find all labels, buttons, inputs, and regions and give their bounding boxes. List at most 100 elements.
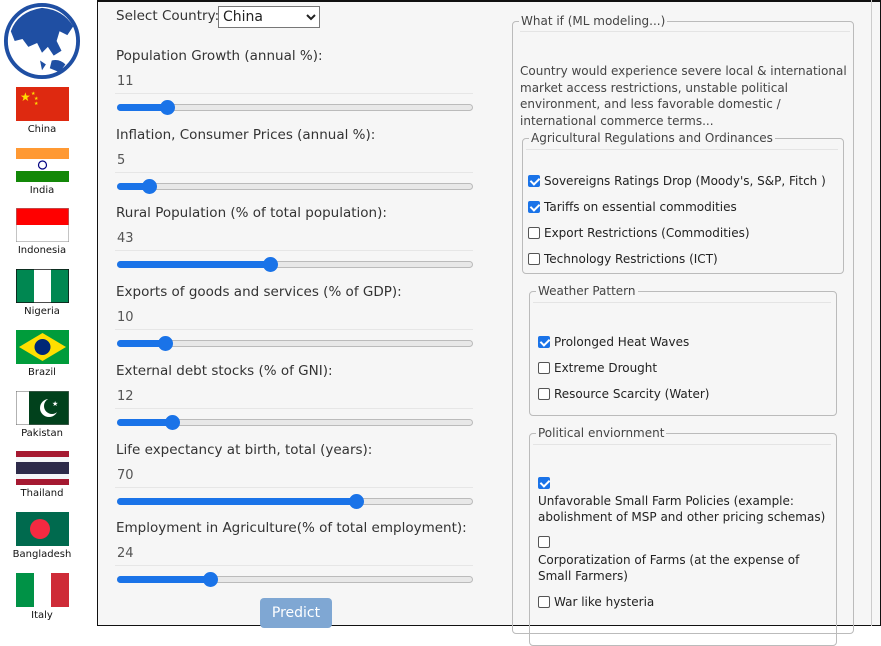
slider-box (115, 329, 473, 353)
slider-5[interactable] (117, 493, 473, 509)
checkbox-item[interactable]: Tariffs on essential commodities (528, 200, 828, 214)
country-select[interactable]: China (218, 6, 320, 28)
checkbox[interactable] (528, 253, 540, 265)
india-flag-icon (15, 147, 69, 182)
checkbox[interactable] (538, 596, 550, 608)
slider-label: Employment in Agriculture(% of total emp… (116, 520, 467, 537)
svg-text:★: ★ (34, 101, 39, 107)
country-indonesia[interactable]: Indonesia (0, 208, 84, 256)
country-name: Brazil (28, 366, 56, 378)
country-name: Bangladesh (12, 548, 72, 560)
checkbox-label: Sovereigns Ratings Drop (Moody's, S&P, F… (544, 174, 826, 188)
slider-box (115, 171, 473, 196)
country-name: Pakistan (21, 427, 63, 439)
slider-box (115, 565, 473, 589)
checkbox-item[interactable]: Export Restrictions (Commodities) (528, 226, 828, 240)
china-flag-icon: ★ ★ ★ ★ (15, 87, 69, 121)
slider-value: 5 (117, 152, 126, 168)
slider-value: 43 (117, 231, 134, 247)
country-bangladesh[interactable]: Bangladesh (0, 511, 84, 560)
checkbox[interactable] (538, 536, 550, 548)
slider-box (115, 250, 473, 274)
country-italy[interactable]: Italy (0, 572, 84, 621)
select-country-label: Select Country: (116, 8, 220, 24)
slider-value: 12 (117, 388, 134, 404)
checkbox-label: War like hysteria (554, 595, 655, 609)
checkbox[interactable] (528, 201, 540, 213)
checkbox[interactable] (538, 362, 550, 374)
brazil-flag-icon (15, 329, 69, 364)
checkbox[interactable] (528, 175, 540, 187)
slider-label: Life expectancy at birth, total (years): (116, 441, 373, 458)
slider-3[interactable] (117, 336, 473, 352)
checkbox-label: Export Restrictions (Commodities) (544, 226, 750, 240)
group-legend: Weather Pattern (538, 284, 636, 298)
country-name: Thailand (20, 488, 64, 500)
slider-label: Population Growth (annual %): (116, 48, 323, 64)
checkbox[interactable] (538, 477, 550, 489)
svg-text:★: ★ (34, 96, 39, 102)
country-nigeria[interactable]: Nigeria (0, 269, 84, 317)
what-if-description: Country would experience severe local & … (520, 64, 847, 128)
checkbox-label: Technology Restrictions (ICT) (544, 252, 718, 266)
thailand-flag-icon (15, 451, 69, 486)
country-name: India (29, 184, 55, 196)
checkbox-label: Prolonged Heat Waves (554, 335, 690, 349)
checkbox-item[interactable]: Prolonged Heat Waves (538, 335, 828, 349)
checkbox-label: Extreme Drought (554, 361, 658, 375)
country-pakistan[interactable]: ★ Pakistan (0, 390, 84, 439)
main-panel: Select Country: China Population Growth … (97, 0, 881, 646)
svg-text:★: ★ (52, 400, 58, 408)
bangladesh-flag-icon (15, 511, 69, 546)
checkbox-item[interactable]: Extreme Drought (538, 361, 828, 375)
checkbox-item[interactable]: Corporatization of Farms (at the expense… (538, 535, 828, 584)
slider-box (115, 407, 473, 432)
country-name: Italy (31, 609, 53, 621)
slider-4[interactable] (117, 414, 473, 430)
country-china[interactable]: ★ ★ ★ ★ China (0, 87, 84, 135)
globe-logo-icon (3, 2, 81, 80)
slider-value: 24 (117, 546, 134, 562)
checkbox-label: Tariffs on essential commodities (544, 200, 737, 214)
what-if-legend: What if (ML modeling...) (521, 14, 666, 28)
checkbox-label: Corporatization of Farms (at the expense… (538, 553, 800, 583)
slider-label: Inflation, Consumer Prices (annual %): (116, 126, 376, 143)
slider-box (115, 93, 473, 117)
slider-label: Rural Population (% of total population)… (116, 205, 387, 222)
slider-1[interactable] (117, 178, 473, 194)
checkbox-label: Unfavorable Small Farm Policies (example… (538, 494, 826, 524)
italy-flag-icon (15, 572, 69, 607)
checkbox[interactable] (528, 227, 540, 239)
slider-0[interactable] (117, 100, 473, 115)
country-thailand[interactable]: Thailand (0, 451, 84, 499)
slider-value: 11 (117, 74, 134, 89)
slider-value: 10 (117, 310, 134, 326)
checkbox-item[interactable]: Sovereigns Ratings Drop (Moody's, S&P, F… (528, 174, 828, 188)
country-name: China (27, 124, 57, 135)
group-fieldset: Agricultural Regulations and Ordinances (522, 131, 844, 274)
pakistan-flag-icon: ★ (15, 390, 69, 425)
slider-6[interactable] (117, 572, 473, 588)
group-legend: Political enviornment (538, 426, 665, 440)
group-legend: Agricultural Regulations and Ordinances (531, 131, 773, 145)
country-sidebar: ★ ★ ★ ★ China India Indonesia Nigeria Brazil ★ Pak… (0, 0, 90, 631)
slider-value: 70 (117, 467, 134, 483)
slider-2[interactable] (117, 257, 473, 273)
predict-button[interactable]: Predict (260, 598, 332, 628)
indonesia-flag-icon (15, 208, 69, 243)
svg-text:★: ★ (31, 91, 36, 97)
country-india[interactable]: India (0, 147, 84, 196)
checkbox[interactable] (538, 336, 550, 348)
nigeria-flag-icon (15, 269, 69, 304)
checkbox-item[interactable]: Unfavorable Small Farm Policies (example… (538, 476, 828, 525)
checkbox-item[interactable]: Technology Restrictions (ICT) (528, 252, 828, 266)
group-fieldset: Weather Pattern (529, 284, 837, 416)
checkbox[interactable] (538, 388, 550, 400)
checkbox-item[interactable]: Resource Scarcity (Water) (538, 387, 828, 401)
checkbox-item[interactable]: War like hysteria (538, 595, 828, 609)
svg-text:★: ★ (20, 90, 31, 104)
scrollbar-edge (871, 0, 872, 626)
country-brazil[interactable]: Brazil (0, 329, 84, 378)
slider-label: Exports of goods and services (% of GDP)… (116, 284, 402, 301)
checkbox-label: Resource Scarcity (Water) (554, 387, 710, 401)
